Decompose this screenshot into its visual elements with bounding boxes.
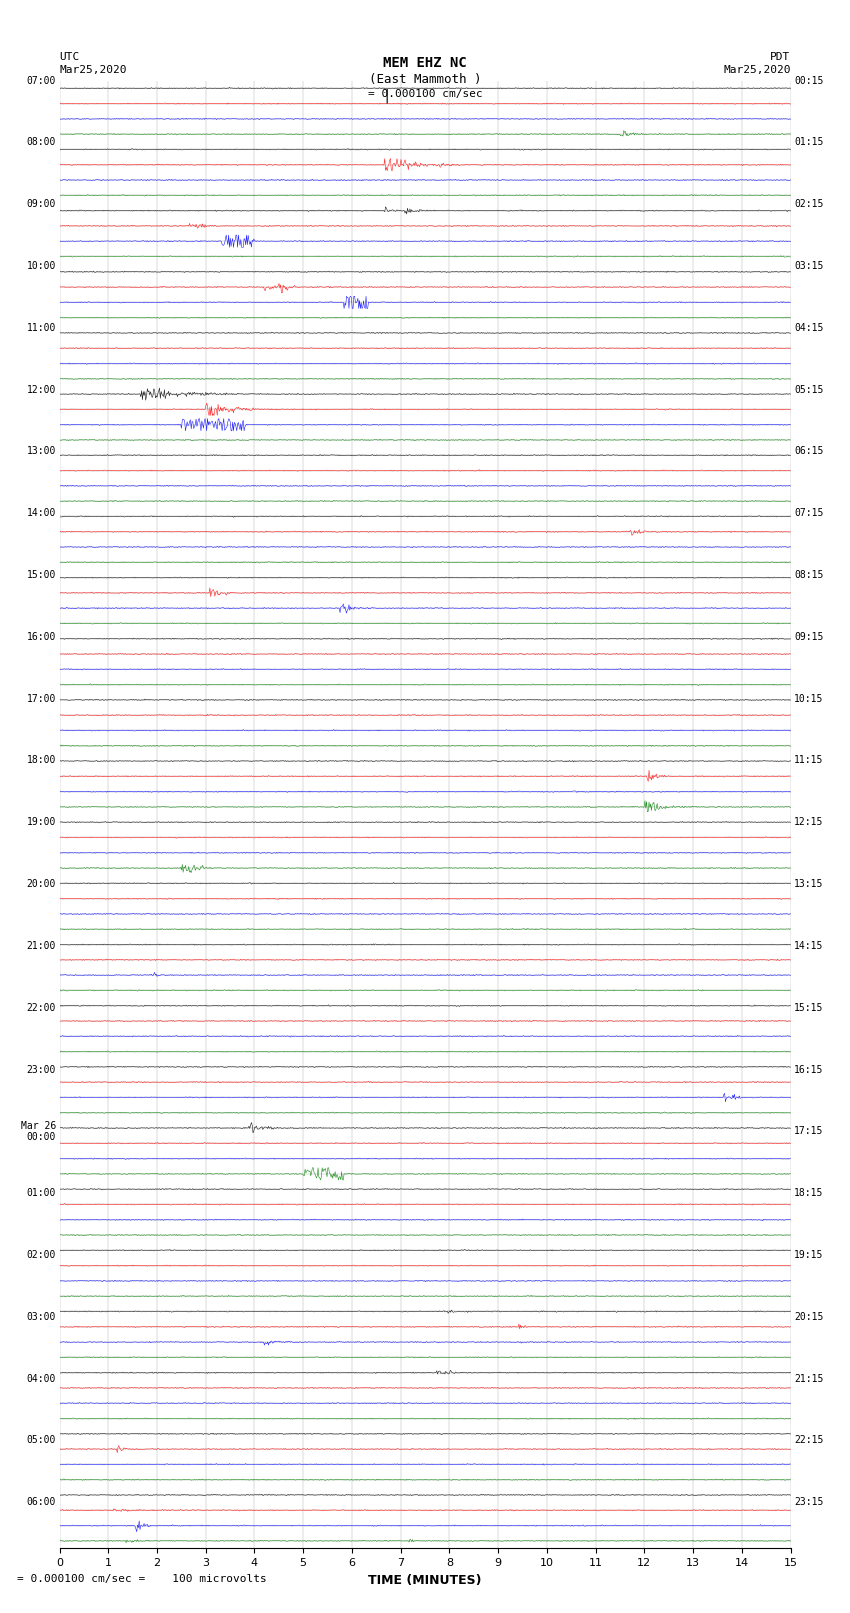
Text: 09:15: 09:15 <box>794 632 824 642</box>
Text: = 0.000100 cm/sec =    100 microvolts: = 0.000100 cm/sec = 100 microvolts <box>17 1574 267 1584</box>
Text: 13:15: 13:15 <box>794 879 824 889</box>
Text: 03:00: 03:00 <box>26 1311 56 1321</box>
Text: 06:15: 06:15 <box>794 447 824 456</box>
Text: 09:00: 09:00 <box>26 200 56 210</box>
Text: Mar 26
00:00: Mar 26 00:00 <box>20 1121 56 1142</box>
Text: 07:00: 07:00 <box>26 76 56 85</box>
Text: 19:15: 19:15 <box>794 1250 824 1260</box>
Text: = 0.000100 cm/sec: = 0.000100 cm/sec <box>367 89 483 98</box>
Text: 12:15: 12:15 <box>794 818 824 827</box>
Text: 15:15: 15:15 <box>794 1003 824 1013</box>
Text: 01:00: 01:00 <box>26 1189 56 1198</box>
Text: Mar25,2020: Mar25,2020 <box>60 65 127 74</box>
Text: 20:00: 20:00 <box>26 879 56 889</box>
Text: 14:00: 14:00 <box>26 508 56 518</box>
Text: (East Mammoth ): (East Mammoth ) <box>369 73 481 85</box>
X-axis label: TIME (MINUTES): TIME (MINUTES) <box>368 1574 482 1587</box>
Text: 23:15: 23:15 <box>794 1497 824 1507</box>
Text: |: | <box>382 89 391 103</box>
Text: 12:00: 12:00 <box>26 384 56 395</box>
Text: 03:15: 03:15 <box>794 261 824 271</box>
Text: 04:00: 04:00 <box>26 1374 56 1384</box>
Text: 02:15: 02:15 <box>794 200 824 210</box>
Text: 18:15: 18:15 <box>794 1189 824 1198</box>
Text: 08:00: 08:00 <box>26 137 56 147</box>
Text: 16:15: 16:15 <box>794 1065 824 1074</box>
Text: 05:15: 05:15 <box>794 384 824 395</box>
Text: 11:15: 11:15 <box>794 755 824 766</box>
Text: 00:15: 00:15 <box>794 76 824 85</box>
Text: 06:00: 06:00 <box>26 1497 56 1507</box>
Text: 02:00: 02:00 <box>26 1250 56 1260</box>
Text: 07:15: 07:15 <box>794 508 824 518</box>
Text: 18:00: 18:00 <box>26 755 56 766</box>
Text: 21:15: 21:15 <box>794 1374 824 1384</box>
Text: 11:00: 11:00 <box>26 323 56 332</box>
Text: 23:00: 23:00 <box>26 1065 56 1074</box>
Text: 05:00: 05:00 <box>26 1436 56 1445</box>
Text: MEM EHZ NC: MEM EHZ NC <box>383 56 467 71</box>
Text: 22:00: 22:00 <box>26 1003 56 1013</box>
Text: 19:00: 19:00 <box>26 818 56 827</box>
Text: 10:00: 10:00 <box>26 261 56 271</box>
Text: 15:00: 15:00 <box>26 569 56 581</box>
Text: 17:15: 17:15 <box>794 1126 824 1136</box>
Text: Mar25,2020: Mar25,2020 <box>723 65 791 74</box>
Text: 01:15: 01:15 <box>794 137 824 147</box>
Text: PDT: PDT <box>770 52 790 61</box>
Text: 13:00: 13:00 <box>26 447 56 456</box>
Text: 14:15: 14:15 <box>794 940 824 952</box>
Text: 20:15: 20:15 <box>794 1311 824 1321</box>
Text: 22:15: 22:15 <box>794 1436 824 1445</box>
Text: 17:00: 17:00 <box>26 694 56 703</box>
Text: 08:15: 08:15 <box>794 569 824 581</box>
Text: UTC: UTC <box>60 52 80 61</box>
Text: 04:15: 04:15 <box>794 323 824 332</box>
Text: 10:15: 10:15 <box>794 694 824 703</box>
Text: 21:00: 21:00 <box>26 940 56 952</box>
Text: 16:00: 16:00 <box>26 632 56 642</box>
